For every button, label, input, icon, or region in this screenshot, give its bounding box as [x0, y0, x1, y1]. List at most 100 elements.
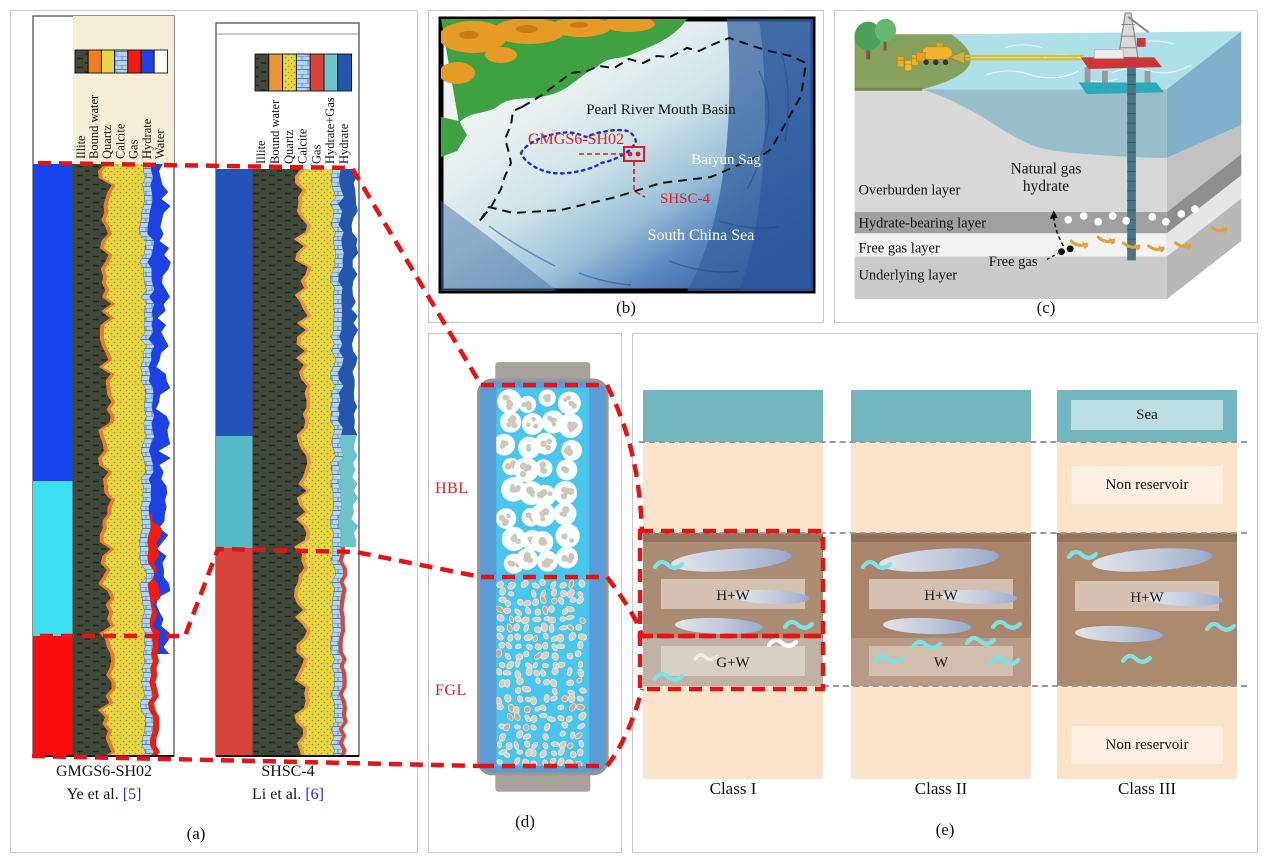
well-column-GMGS6-SH02: Illite Bound water Quartz Calcite Gas Hydrate…	[32, 15, 175, 757]
sea-zone	[851, 390, 1031, 442]
class-column: H+W W	[851, 390, 1031, 779]
underlying-band	[854, 256, 1167, 300]
caption-d: (d)	[515, 812, 535, 831]
deepest-sea-region	[739, 19, 813, 291]
side-sea	[1166, 31, 1242, 158]
fgl-label: FGL	[435, 682, 467, 699]
bottom-non-reservoir-zone	[643, 686, 823, 779]
sea-texture-streaks	[488, 50, 789, 286]
non-reservoir-zone	[1057, 442, 1237, 533]
caption-a: (a)	[186, 824, 206, 843]
sea-label: South China Sea	[648, 227, 755, 244]
bottom-non-reservoir-zone	[1057, 686, 1237, 779]
free-gas-layer-label: Free gas layer	[858, 241, 939, 257]
well-ref-gmgs6: Ye et al. [5]	[23, 786, 185, 804]
depth-zone-hydrate	[33, 164, 73, 481]
free-gas-dot	[1057, 248, 1065, 256]
hydrate-bearing-label: Hydrate-bearing layer	[858, 216, 986, 232]
hydrate-bearing-grains	[496, 389, 583, 574]
legend-label: Illite	[254, 140, 268, 164]
trees-icon	[854, 18, 897, 60]
overburden-label: Overburden layer	[858, 183, 960, 199]
legend-swatch-Gas	[127, 49, 142, 74]
legend-label: Hydrate	[337, 123, 351, 164]
legend-swatch-Gas	[309, 53, 325, 92]
well-dot-2	[635, 151, 641, 157]
class-column: H+W	[1057, 390, 1237, 779]
non-reservoir-zone	[643, 442, 823, 533]
legend-label: Gas	[127, 139, 141, 159]
side-hydrate-band	[1166, 154, 1242, 234]
caption-c: (c)	[1036, 298, 1056, 317]
non-reservoir-label-box: Non reservoir	[1071, 466, 1223, 504]
panel-e-reservoir-classes: H+W G+W H+W W H+W Sea Non reservoir Non re…	[632, 333, 1258, 853]
legend-swatch-Illite	[74, 49, 89, 74]
depth-zone-hydrate	[216, 169, 253, 436]
drilling-platform-icon	[1078, 12, 1164, 95]
well-name-gmgs6-sh02: GMGS6-SH02	[55, 763, 152, 780]
legend-swatch-Hydrate	[337, 53, 353, 92]
ref-author-text: Ye et al.	[66, 786, 119, 803]
legend-label: Quartz	[100, 125, 114, 159]
legend-swatch-Bound water	[268, 53, 284, 92]
free-gas-grains	[496, 579, 588, 766]
svg-text:H+W: H+W	[716, 588, 750, 604]
underwater-wedge	[922, 89, 1167, 158]
coastal-island	[441, 117, 467, 157]
panel-a-well-logs: Illite Bound water Quartz Calcite Gas Hydrate…	[10, 10, 418, 853]
class-column: H+W G+W	[643, 390, 823, 779]
class-ii-label: Class II	[914, 779, 968, 798]
core-sample-graphic	[477, 362, 609, 792]
basin-label: Pearl River Mouth Basin	[586, 102, 736, 118]
legend-label: Bound water	[87, 94, 101, 159]
legend-label: Bound water	[268, 99, 282, 164]
side-overburden	[1166, 125, 1242, 213]
class-iii-label: Class III	[1117, 779, 1177, 798]
well-ref-shsc: Li et al. [6]	[207, 786, 369, 804]
side-underlying	[1166, 198, 1242, 300]
side-free-gas	[1166, 175, 1242, 257]
legend-label: Calcite	[296, 128, 310, 164]
legend-swatch-Hydrate	[140, 49, 155, 74]
hydrate-system-3d: Natural gas hydrate Overburden layer Hyd…	[854, 12, 1242, 300]
panel-c-production-scheme: Natural gas hydrate Overburden layer Hyd…	[834, 10, 1258, 323]
seafloor-dashed-line	[639, 441, 1247, 443]
tanker-truck-icon	[915, 42, 953, 65]
depth-zone-gas	[33, 636, 73, 756]
sea-zone	[643, 390, 823, 442]
caption-e: (e)	[935, 820, 955, 839]
free-gas-leader	[1046, 253, 1058, 261]
gas-migration-arrowhead	[1049, 210, 1058, 219]
ref-number: [5]	[122, 786, 142, 803]
hydrate-dots	[1064, 205, 1199, 226]
svg-text:H+W: H+W	[1130, 590, 1164, 606]
map-graphic: Pearl River Mouth Basin GMGS6-SH02 Baiyu…	[438, 16, 816, 294]
well1-label: GMGS6-SH02	[528, 131, 624, 148]
basin-outline	[478, 36, 808, 223]
well-name-shsc-4: SHSC-4	[261, 763, 315, 780]
panel-b-location-map: Pearl River Mouth Basin GMGS6-SH02 Baiyu…	[428, 10, 824, 323]
free-gas-label: Free gas	[989, 254, 1038, 270]
legend-swatch-Bound water	[87, 49, 102, 74]
well-dot-1	[627, 151, 633, 157]
depth-zone-mixed	[33, 481, 73, 636]
legend-swatch-Quartz	[282, 53, 297, 92]
legend-label: Gas	[309, 144, 323, 164]
drill-pipe	[1127, 67, 1136, 261]
ref-number: [6]	[305, 786, 324, 803]
legend-label: Hydrate+Gas	[323, 97, 337, 164]
svg-text:W: W	[934, 655, 949, 671]
ref-author-text: Li et al.	[252, 786, 302, 803]
reservoir-bottom-dashed-line	[823, 685, 1247, 687]
free-gas-dot	[1066, 245, 1074, 253]
legend-swatch-Calcite	[114, 49, 129, 74]
legend-swatch-Quartz	[100, 49, 116, 74]
legend-swatch-Hydrate+Gas	[323, 53, 339, 92]
baiyun-sag-outline	[519, 128, 637, 175]
sag-label: Baiyun Sag	[691, 152, 761, 168]
reservoir-zone: H+W G+W	[643, 533, 823, 686]
legend-swatch-Illite	[254, 53, 270, 92]
land-peaks	[459, 22, 588, 39]
caption-b: (b)	[616, 298, 636, 317]
